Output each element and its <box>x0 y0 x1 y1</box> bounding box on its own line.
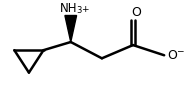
Polygon shape <box>65 16 77 42</box>
Text: O: O <box>132 6 142 19</box>
Text: +: + <box>81 5 89 14</box>
Text: −: − <box>176 47 184 56</box>
Text: O: O <box>167 49 177 62</box>
Text: 3: 3 <box>77 6 82 15</box>
Text: NH: NH <box>60 2 78 15</box>
